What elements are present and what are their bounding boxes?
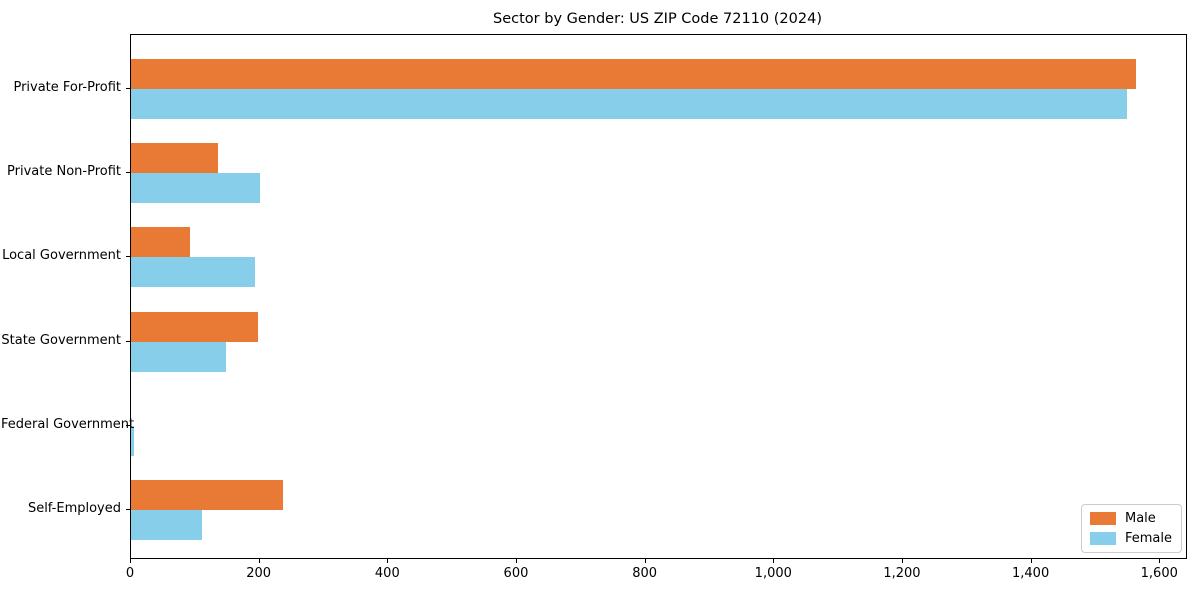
plot-area: Male Female <box>130 34 1187 559</box>
bar-female-5 <box>131 510 202 540</box>
y-axis-tick <box>126 172 130 174</box>
y-axis-tick <box>126 340 130 342</box>
bar-male-5 <box>131 480 284 510</box>
y-axis-label: Private Non-Profit <box>7 164 121 180</box>
y-axis-tick <box>126 424 130 426</box>
x-axis-tick <box>258 559 260 563</box>
x-axis-tick <box>901 559 903 563</box>
x-axis-tick <box>644 559 646 563</box>
x-axis-tick-label: 1,600 <box>1140 566 1178 581</box>
bar-female-1 <box>131 173 260 204</box>
x-axis-tick <box>387 559 389 563</box>
bar-male-1 <box>131 143 218 174</box>
bar-female-0 <box>131 89 1127 119</box>
chart-title: Sector by Gender: US ZIP Code 72110 (202… <box>493 11 822 27</box>
x-axis-tick-label: 800 <box>632 566 658 581</box>
y-axis-tick <box>126 88 130 89</box>
legend-item-female: Female <box>1089 531 1172 546</box>
x-axis-tick <box>1030 559 1032 563</box>
bar-female-2 <box>131 257 256 288</box>
legend-swatch-female <box>1089 532 1116 545</box>
x-axis-tick-label: 400 <box>374 566 400 581</box>
bar-male-3 <box>131 311 258 342</box>
x-axis-tick <box>130 559 131 563</box>
bar-male-2 <box>131 227 191 258</box>
y-axis-label: Federal Government <box>1 416 135 432</box>
y-axis-label: State Government <box>1 332 121 348</box>
y-axis-label: Self-Employed <box>27 501 121 516</box>
bar-female-3 <box>131 341 226 372</box>
x-axis-tick-label: 1,400 <box>1012 566 1050 581</box>
y-axis-tick <box>126 509 130 510</box>
x-axis-tick-label: 1,200 <box>883 566 921 581</box>
bar-female-4 <box>131 425 134 456</box>
x-axis-tick-label: 1,000 <box>754 566 792 581</box>
bar-male-0 <box>131 59 1136 89</box>
x-axis-tick <box>1159 559 1161 563</box>
y-axis-label: Private For-Profit <box>13 80 121 95</box>
legend-label: Male <box>1124 511 1156 526</box>
x-axis-tick-label: 0 <box>125 566 135 581</box>
y-axis-tick <box>126 256 130 258</box>
legend-swatch-male <box>1089 512 1116 525</box>
x-axis-tick-label: 200 <box>246 566 272 581</box>
x-axis-tick-label: 600 <box>503 566 529 581</box>
legend-item-male: Male <box>1089 511 1172 526</box>
x-axis-tick <box>773 559 775 563</box>
legend-label: Female <box>1124 531 1172 546</box>
legend: Male Female <box>1080 504 1182 553</box>
x-axis-tick <box>515 559 517 563</box>
y-axis-label: Local Government <box>2 248 121 264</box>
